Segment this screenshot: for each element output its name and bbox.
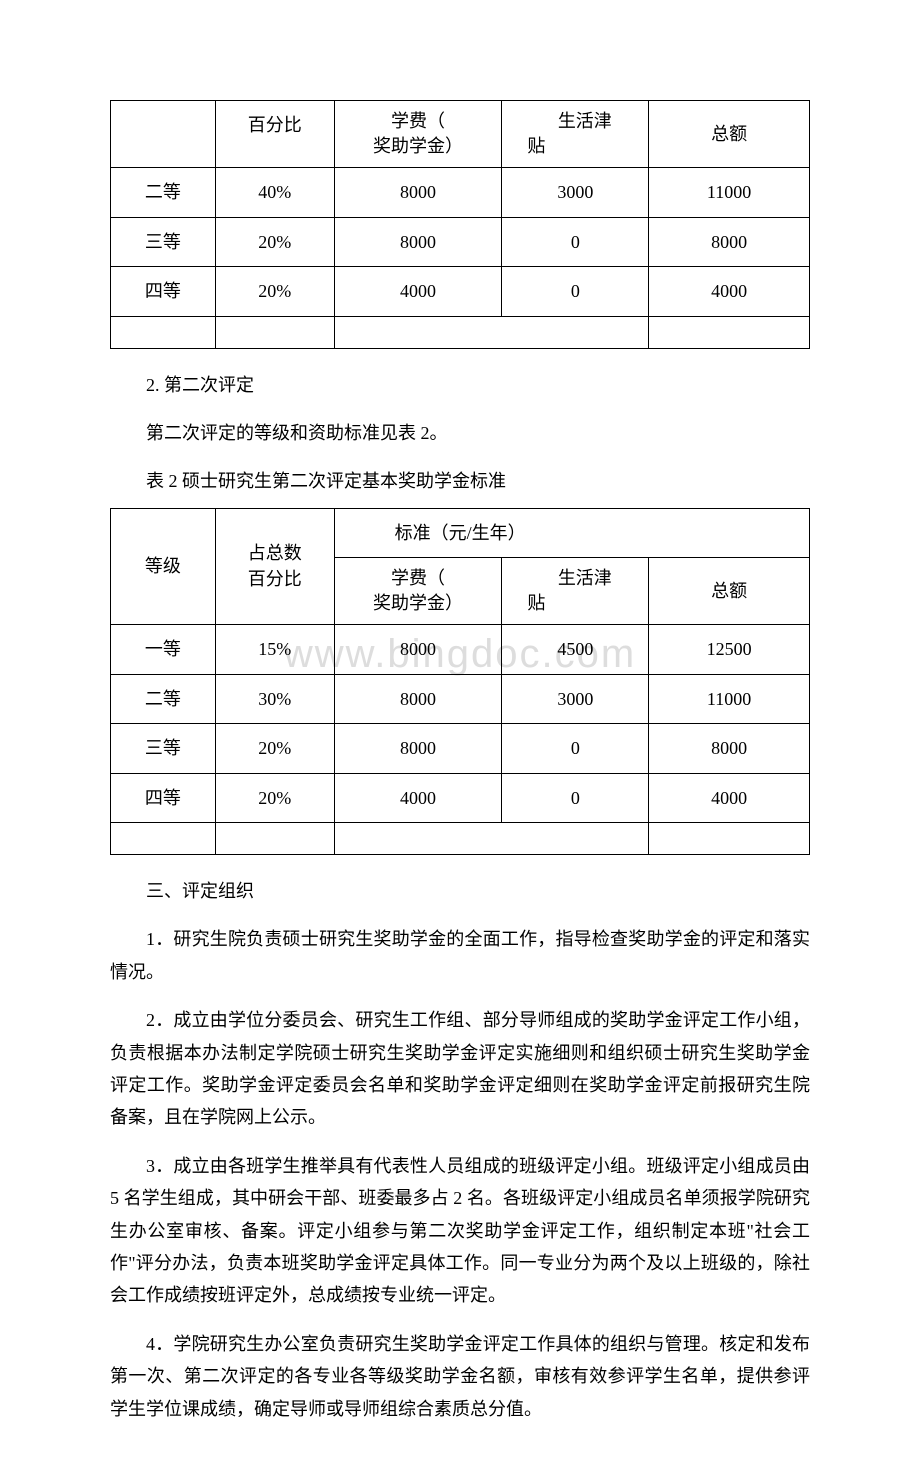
- table-header-pct: 百分比: [215, 101, 334, 168]
- paragraph-3: 3．成立由各班学生推举具有代表性人员组成的班级评定小组。班级评定小组成员由 5 …: [110, 1150, 810, 1312]
- table-cell-empty: [111, 823, 216, 855]
- text: 占总数: [248, 543, 302, 563]
- text: 生活津: [527, 109, 642, 134]
- table-cell: 4000: [649, 267, 810, 316]
- table-cell: 3000: [502, 168, 649, 217]
- table-cell: 四等: [111, 773, 216, 822]
- table-cell-empty: [111, 101, 216, 168]
- table-header-level: 等级: [111, 508, 216, 625]
- paragraph-2: 2．成立由学位分委员会、研究生工作组、部分导师组成的奖助学金评定工作小组，负责根…: [110, 1004, 810, 1134]
- table-cell: 8000: [649, 217, 810, 266]
- table-row: 二等 30% 8000 3000 11000: [111, 674, 810, 723]
- table-header-tuition: 学费（ 奖助学金）: [334, 558, 502, 625]
- table-cell: 二等: [111, 674, 216, 723]
- table-cell: 0: [502, 724, 649, 773]
- table-row: 等级 占总数 百分比 标准（元/生年）: [111, 508, 810, 557]
- table-cell: 4000: [649, 773, 810, 822]
- table-cell-empty: [215, 316, 334, 348]
- table-cell: 8000: [334, 724, 502, 773]
- table-cell: 11000: [649, 674, 810, 723]
- text: 奖助学金）: [373, 593, 463, 613]
- table-cell: 4500: [502, 625, 649, 674]
- text: 贴: [527, 136, 545, 156]
- text: 奖助学金）: [373, 136, 463, 156]
- paragraph-4: 4．学院研究生办公室负责研究生奖助学金评定工作具体的组织与管理。核定和发布第一次…: [110, 1328, 810, 1425]
- table-cell: 一等: [111, 625, 216, 674]
- table-2-caption: 表 2 硕士研究生第二次评定基本奖助学金标准: [110, 465, 810, 497]
- table-cell-empty: [334, 316, 649, 348]
- table-row: [111, 316, 810, 348]
- table-cell: 四等: [111, 267, 216, 316]
- table-cell: 二等: [111, 168, 216, 217]
- text: 贴: [527, 593, 545, 613]
- table-cell: 30%: [215, 674, 334, 723]
- table-cell-empty: [334, 823, 649, 855]
- table-header-pct: 占总数 百分比: [215, 508, 334, 625]
- table-cell-empty: [649, 823, 810, 855]
- table-row: 四等 20% 4000 0 4000: [111, 267, 810, 316]
- table-cell: 8000: [334, 168, 502, 217]
- section-2-text: 第二次评定的等级和资助标准见表 2。: [110, 417, 810, 449]
- table-cell: 4000: [334, 267, 502, 316]
- table-cell-empty: [111, 316, 216, 348]
- table-header-allowance: 生活津 贴: [502, 101, 649, 168]
- table-header-total: 总额: [649, 101, 810, 168]
- table-1: 百分比 学费（ 奖助学金） 生活津 贴 总额 二等 40% 8000 3000 …: [110, 100, 810, 349]
- text: 学费（: [391, 111, 445, 131]
- table-row: 三等 20% 8000 0 8000: [111, 724, 810, 773]
- section-3-title: 三、评定组织: [110, 875, 810, 907]
- table-cell-empty: [215, 823, 334, 855]
- table-cell-empty: [649, 316, 810, 348]
- table-cell: 8000: [334, 674, 502, 723]
- table-cell: 0: [502, 217, 649, 266]
- table-2: 等级 占总数 百分比 标准（元/生年） 学费（ 奖助学金） 生活津 贴 总额 一…: [110, 508, 810, 855]
- table-row: 三等 20% 8000 0 8000: [111, 217, 810, 266]
- table-header-tuition: 学费（ 奖助学金）: [334, 101, 502, 168]
- table-cell: 8000: [334, 625, 502, 674]
- table-cell: 8000: [649, 724, 810, 773]
- text: 生活津: [527, 566, 642, 591]
- table-cell: 20%: [215, 267, 334, 316]
- table-cell: 11000: [649, 168, 810, 217]
- table-cell: 0: [502, 267, 649, 316]
- table-cell: 20%: [215, 773, 334, 822]
- table-header-allowance: 生活津 贴: [502, 558, 649, 625]
- table-row: 二等 40% 8000 3000 11000: [111, 168, 810, 217]
- table-cell: 8000: [334, 217, 502, 266]
- table-row: [111, 823, 810, 855]
- section-2-number: 2. 第二次评定: [110, 369, 810, 401]
- paragraph-1: 1．研究生院负责硕士研究生奖助学金的全面工作，指导检查奖助学金的评定和落实情况。: [110, 923, 810, 988]
- table-cell: 20%: [215, 724, 334, 773]
- table-cell: 15%: [215, 625, 334, 674]
- text: 百分比: [248, 569, 302, 589]
- table-header-total: 总额: [649, 558, 810, 625]
- table-cell: 3000: [502, 674, 649, 723]
- table-cell: 12500: [649, 625, 810, 674]
- table-cell: 0: [502, 773, 649, 822]
- table-cell: 40%: [215, 168, 334, 217]
- table-row: 四等 20% 4000 0 4000: [111, 773, 810, 822]
- table-cell: 三等: [111, 217, 216, 266]
- table-cell: 4000: [334, 773, 502, 822]
- table-cell: 20%: [215, 217, 334, 266]
- table-header-standard: 标准（元/生年）: [334, 508, 809, 557]
- text: 学费（: [391, 568, 445, 588]
- table-row: 一等 15% 8000 4500 12500: [111, 625, 810, 674]
- table-row: 百分比 学费（ 奖助学金） 生活津 贴 总额: [111, 101, 810, 168]
- table-cell: 三等: [111, 724, 216, 773]
